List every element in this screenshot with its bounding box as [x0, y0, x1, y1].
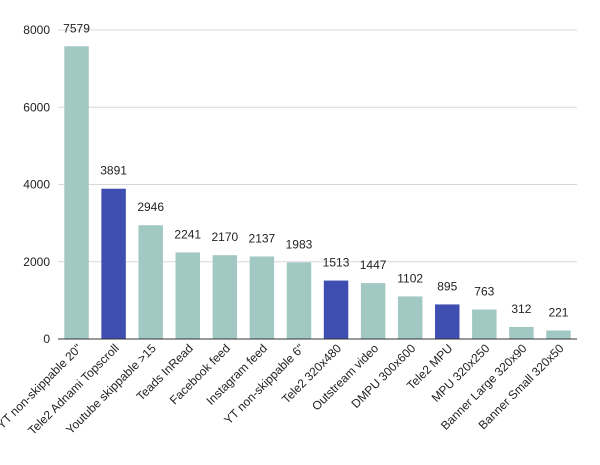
bar — [101, 188, 126, 339]
y-tick-label: 8000 — [23, 23, 50, 37]
bar — [175, 252, 200, 339]
data-label: 2170 — [211, 230, 238, 244]
data-label: 7579 — [63, 21, 90, 35]
x-axis-category-labels: YT non-skippable 20"Tele2 Adnami Topscro… — [0, 341, 567, 438]
bar — [249, 256, 275, 339]
data-labels: 7579 3891 2946 2241 2170 2137 1983 1513 1447 1102… — [63, 21, 569, 319]
data-label: 2137 — [249, 231, 276, 245]
data-label: 3891 — [100, 164, 127, 178]
y-tick-label: 6000 — [23, 100, 50, 114]
y-tick-label: 4000 — [23, 178, 50, 192]
category-label: Outstream video — [309, 341, 381, 413]
data-label: 1102 — [397, 271, 423, 285]
data-label: 1513 — [323, 256, 350, 270]
data-label: 1983 — [286, 237, 313, 251]
data-label: 763 — [474, 285, 494, 299]
y-axis-tick-labels: 0 2000 4000 6000 8000 — [23, 23, 50, 346]
bar — [323, 280, 349, 339]
bar — [509, 326, 534, 339]
y-tick-label: 2000 — [23, 255, 50, 269]
data-label: 221 — [548, 305, 568, 319]
data-label: 2241 — [174, 227, 201, 241]
data-label: 2946 — [137, 200, 164, 214]
bar — [212, 255, 238, 339]
bar — [286, 262, 312, 339]
data-label: 1447 — [360, 258, 387, 272]
y-tick-label: 0 — [43, 332, 50, 346]
bar — [64, 46, 89, 340]
grid-lines — [58, 29, 577, 263]
data-label: 312 — [511, 302, 531, 316]
bar — [435, 304, 460, 339]
bars — [64, 46, 571, 340]
bar — [472, 309, 497, 339]
bar — [397, 296, 423, 339]
bar — [138, 225, 163, 339]
bar — [360, 283, 386, 339]
category-label: DMPU 300x600 — [348, 341, 418, 411]
bar — [546, 330, 571, 339]
data-label: 895 — [437, 279, 457, 293]
